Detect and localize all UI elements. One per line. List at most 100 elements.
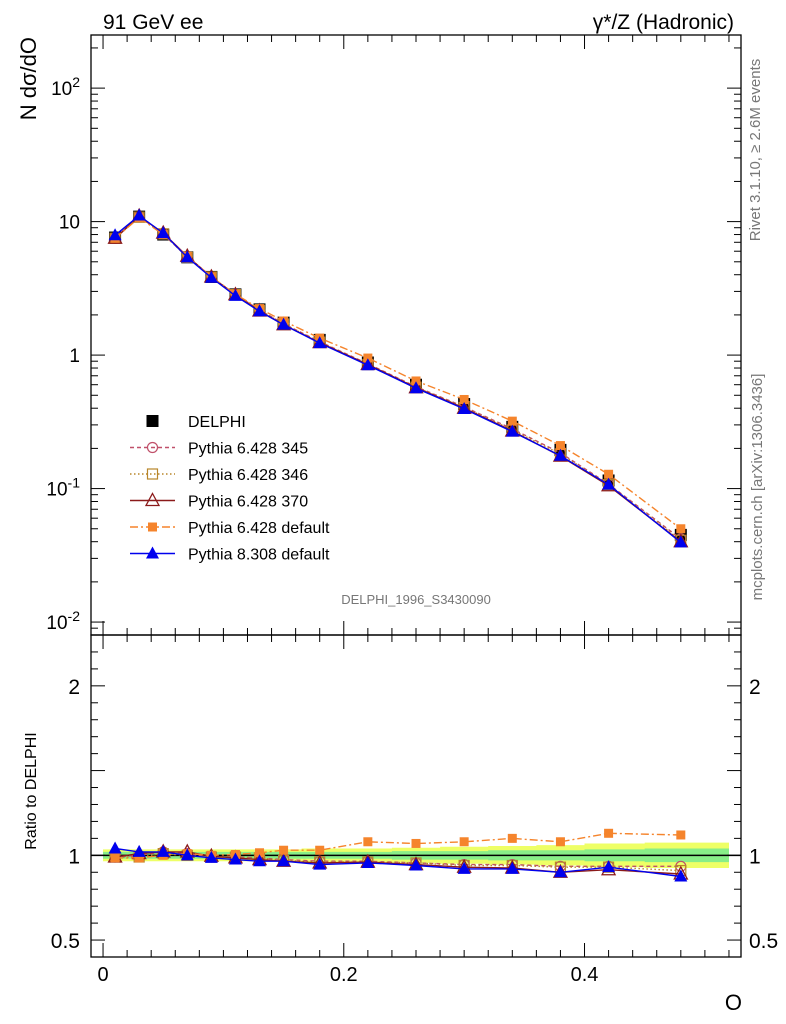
header-right-title: γ*/Z (Hadronic)	[593, 11, 734, 34]
main-y-tick-label: 10-1	[46, 475, 80, 501]
legend-label: Pythia 6.428 346	[188, 467, 308, 484]
data-point	[363, 837, 373, 847]
data-point	[146, 546, 159, 559]
data-point	[555, 441, 565, 451]
data-point	[361, 855, 375, 868]
data-point	[313, 857, 327, 870]
series-line	[115, 847, 681, 878]
data-point	[411, 838, 421, 848]
header-left-title: 91 GeV ee	[103, 11, 203, 34]
data-point	[555, 837, 565, 847]
main-y-tick-label: 10-2	[46, 608, 80, 634]
series-line	[114, 216, 682, 530]
legend-label: Pythia 6.428 default	[188, 520, 330, 537]
ratio-y-tick-label-left: 1	[68, 845, 80, 868]
data-point	[604, 828, 614, 838]
ratio-y-axis-label: Ratio to DELPHI	[23, 732, 40, 849]
data-point	[255, 848, 265, 858]
legend-entry: Pythia 8.308 default	[130, 546, 330, 564]
legend-entry: DELPHI	[146, 414, 246, 431]
rivet-version-label: Rivet 3.1.10, ≥ 2.6M events	[747, 59, 764, 242]
data-point	[132, 844, 146, 857]
series-layer	[107, 207, 689, 882]
data-point	[674, 535, 688, 548]
main-plot-frame	[90, 34, 742, 636]
main-y-tick-label: 1	[69, 346, 80, 367]
data-point	[180, 848, 194, 861]
x-tick-label: 0.4	[571, 964, 599, 986]
ratio-y-tick-label-left: 0.5	[51, 930, 80, 953]
data-point	[674, 869, 688, 882]
analysis-watermark: DELPHI_1996_S3430090	[341, 592, 491, 607]
ratio-y-tick-label-right: 1	[749, 845, 761, 868]
data-point	[204, 270, 218, 283]
data-point	[457, 861, 471, 874]
data-point	[132, 208, 146, 221]
data-point	[228, 288, 242, 301]
data-point	[676, 524, 686, 534]
series-line	[114, 215, 682, 540]
data-point	[156, 226, 170, 239]
legend-label: Pythia 6.428 345	[188, 441, 308, 458]
legend: DELPHI Pythia 6.428 345 Pythia 6.428 346 Py…	[130, 414, 330, 564]
data-point	[507, 416, 517, 426]
x-tick-label: 0.2	[330, 964, 358, 986]
data-point	[144, 492, 161, 507]
data-point	[146, 415, 159, 427]
legend-entry: Pythia 6.428 default	[130, 520, 330, 537]
data-point	[110, 853, 120, 863]
legend-label: Pythia 6.428 370	[188, 494, 308, 511]
data-point	[604, 469, 614, 479]
series-delphi	[109, 210, 687, 541]
x-axis-label: O	[725, 990, 742, 1015]
data-point	[361, 358, 375, 371]
data-point	[553, 448, 567, 461]
data-point	[148, 522, 157, 532]
mcplots-reference-label: mcplots.cern.ch [arXiv:1306.3436]	[749, 374, 766, 601]
data-point	[409, 381, 423, 394]
data-point	[108, 228, 122, 241]
series-pythia-8-308-default	[108, 208, 688, 548]
legend-entry: Pythia 6.428 346	[130, 467, 308, 484]
data-point	[253, 304, 267, 317]
main-y-tick-label: 10	[59, 213, 80, 234]
data-point	[363, 353, 373, 363]
legend-label: DELPHI	[188, 414, 246, 431]
data-point	[313, 336, 327, 349]
legend-entry: Pythia 6.428 345	[130, 441, 308, 458]
data-point	[505, 861, 519, 874]
data-point	[108, 841, 122, 854]
ratio-y-tick-label-left: 2	[68, 676, 80, 699]
x-tick-label: 0	[97, 964, 108, 986]
main-y-axis-label: N dσ/dO	[16, 37, 41, 120]
data-point	[602, 477, 616, 490]
ratio-y-tick-label-right: 0.5	[749, 930, 778, 953]
data-point	[457, 401, 471, 414]
data-point	[146, 441, 159, 454]
data-point	[277, 854, 291, 867]
data-point	[315, 845, 325, 855]
data-point	[253, 854, 267, 867]
data-point	[507, 833, 517, 843]
data-point	[180, 250, 194, 263]
series-pythia-6-428-default	[110, 213, 686, 534]
legend-label: Pythia 8.308 default	[188, 547, 330, 564]
series-pythia-8-308-default	[108, 841, 688, 882]
series-line	[115, 832, 681, 859]
ratio-plot-frame	[90, 634, 742, 958]
data-point	[411, 376, 421, 386]
data-point	[676, 830, 686, 840]
data-point	[602, 860, 616, 873]
data-point	[146, 468, 159, 480]
data-point	[553, 865, 567, 878]
series-line	[115, 851, 681, 867]
data-point	[279, 845, 289, 855]
data-point	[134, 853, 144, 863]
data-point	[409, 858, 423, 871]
ratio-y-tick-label-right: 2	[749, 676, 761, 699]
data-point	[459, 837, 469, 847]
series-line	[114, 214, 682, 543]
data-point	[505, 424, 519, 437]
data-point	[156, 844, 170, 857]
